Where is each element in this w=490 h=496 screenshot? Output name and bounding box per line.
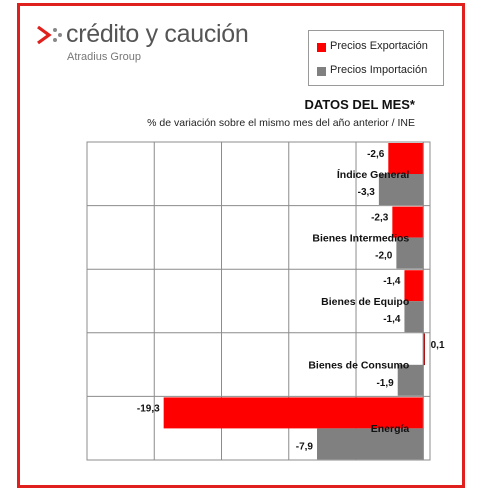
bar-importacion (404, 301, 424, 333)
category-label: Bienes de Consumo (308, 360, 409, 372)
value-label-importacion: -1,4 (383, 314, 401, 325)
bar-exportacion (388, 143, 424, 174)
category-label: Bienes Intermedios (312, 232, 409, 244)
category-label: Energía (371, 423, 410, 435)
bar-importacion (396, 237, 424, 269)
value-label-exportacion: -19,3 (137, 403, 160, 414)
value-label-importacion: -3,3 (358, 187, 376, 198)
value-label-exportacion: -2,3 (371, 213, 389, 224)
brand-mark-icon (37, 25, 62, 45)
chart-title: DATOS DEL MES* (304, 97, 415, 112)
legend-swatch-importacion (317, 67, 326, 76)
chart-legend: Precios Exportación Precios Importación (308, 30, 444, 86)
bar-importacion (317, 428, 424, 460)
value-label-importacion: -1,9 (376, 378, 394, 389)
bar-exportacion (392, 206, 424, 238)
category-label: Índice General (337, 168, 409, 181)
value-label-exportacion: -2,6 (367, 149, 385, 160)
chart-frame (17, 3, 465, 488)
value-label-exportacion: 0,1 (431, 340, 445, 351)
legend-swatch-exportacion (317, 43, 326, 52)
legend-label-importacion: Precios Importación (330, 64, 428, 76)
value-label-importacion: -2,0 (375, 251, 393, 262)
bar-exportacion (404, 270, 424, 302)
bar-importacion (397, 364, 424, 396)
category-label: Bienes de Equipo (321, 296, 409, 308)
bar-exportacion (163, 397, 424, 429)
brand-name: crédito y caución (66, 20, 249, 48)
legend-label-exportacion: Precios Exportación (330, 40, 428, 52)
chart-subtitle: % de variación sobre el mismo mes del añ… (147, 117, 415, 129)
value-label-exportacion: -1,4 (383, 276, 401, 287)
brand-group: Atradius Group (67, 51, 141, 63)
bar-importacion (378, 174, 424, 205)
value-label-importacion: -7,9 (296, 441, 314, 452)
